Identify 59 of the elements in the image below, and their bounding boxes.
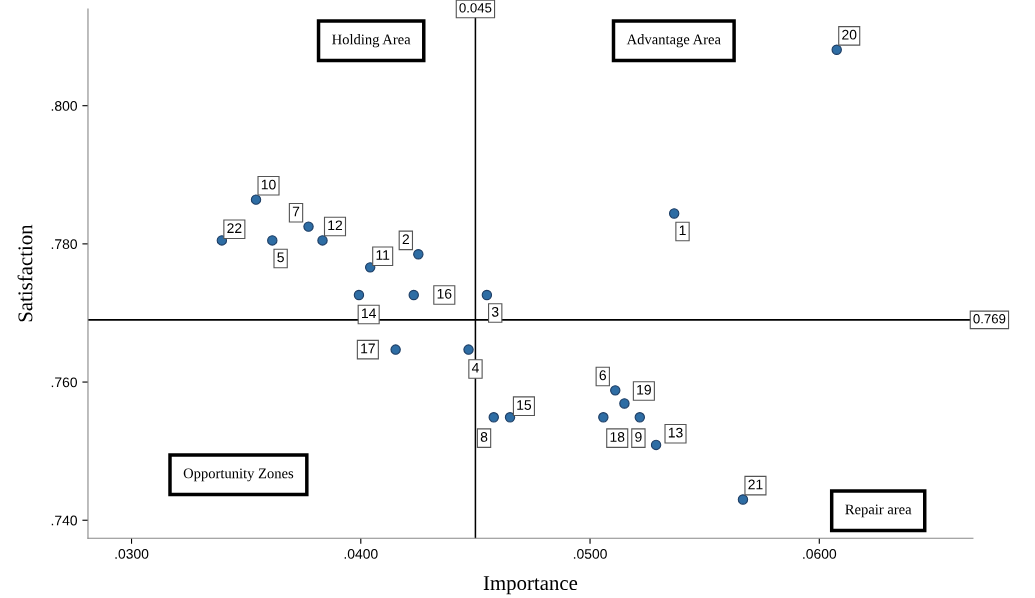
annotation: 19 [637,384,651,395]
annotation: 21 [748,479,763,490]
point [364,262,376,273]
point [831,44,842,55]
ref-line-label: 0.045 [459,3,492,13]
annotation: 8 [480,432,488,442]
point [353,289,365,301]
annotation: 18 [610,432,625,442]
point [390,344,401,355]
point [317,235,328,246]
point [610,385,621,396]
point [267,235,278,246]
ref-line-label: 0.769 [973,314,1006,324]
annotation: 20 [842,29,857,40]
point [250,194,262,205]
annotation: Holding Area [332,34,411,48]
point [619,398,630,409]
point [481,289,493,301]
annotation: 22 [227,223,242,233]
annotation: Advantage Area [626,34,721,48]
point [408,289,419,301]
point [413,249,424,260]
annotation: 4 [471,363,479,373]
annotation: Opportunity Zones [183,468,294,482]
annotation: 12 [328,220,343,231]
y-axis-title: Satisfaction [17,224,33,322]
point [737,494,749,505]
annotation: 3 [491,306,499,317]
annotation: 17 [361,343,375,354]
annotation: 13 [668,427,683,438]
point [650,439,662,451]
annotation: 1 [679,225,686,236]
x-tick-label: .0500 [573,548,607,559]
y-tick-label: .760 [51,377,78,388]
annotation: 10 [261,179,276,190]
annotation: 7 [292,206,300,217]
point [668,208,680,219]
point [504,412,516,423]
point [303,221,314,232]
annotation: 14 [362,308,376,319]
annotation: 16 [437,288,452,299]
point [598,412,609,423]
annotation: 6 [599,370,607,381]
y-tick-label: .800 [51,101,78,111]
annotation: 5 [277,252,284,263]
x-tick-label: .0400 [344,548,378,559]
annotation: 11 [376,250,390,260]
annotation: 2 [402,234,409,244]
x-axis-title: Importance [483,576,578,595]
x-tick-label: .0300 [115,548,149,559]
y-tick-label: .780 [51,239,78,250]
point [463,344,474,355]
point [634,412,646,423]
y-tick-label: .740 [51,515,78,526]
annotation: Repair area [845,504,912,518]
x-tick-label: .0600 [803,548,837,559]
annotation: 9 [635,432,642,442]
point [488,412,499,423]
annotation: 15 [517,400,532,410]
